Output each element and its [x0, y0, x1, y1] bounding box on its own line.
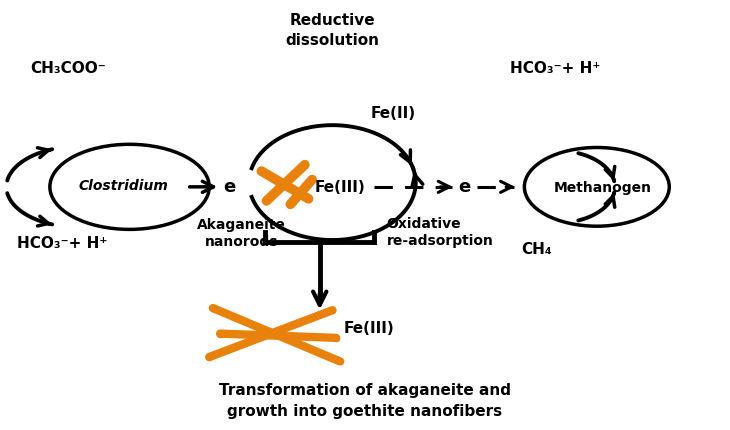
Text: Fe(III): Fe(III): [315, 179, 365, 194]
Text: Clostridium: Clostridium: [79, 178, 169, 192]
Text: Methanogen: Methanogen: [553, 181, 652, 194]
Text: Transformation of akaganeite and
growth into goethite nanofibers: Transformation of akaganeite and growth …: [219, 382, 511, 418]
Text: Oxidative
re-adsorption: Oxidative re-adsorption: [387, 216, 493, 248]
Text: HCO₃⁻+ H⁺: HCO₃⁻+ H⁺: [510, 61, 600, 76]
Text: Reductive
dissolution: Reductive dissolution: [285, 13, 380, 48]
Text: Fe(III): Fe(III): [343, 320, 394, 335]
Text: e: e: [458, 178, 470, 196]
Text: CH₃COO⁻: CH₃COO⁻: [31, 61, 106, 76]
Text: e: e: [223, 178, 236, 196]
Text: Akaganeite
nanorods: Akaganeite nanorods: [197, 217, 286, 249]
Text: HCO₃⁻+ H⁺: HCO₃⁻+ H⁺: [18, 235, 107, 250]
Text: Fe(II): Fe(II): [371, 106, 416, 120]
Text: CH₄: CH₄: [520, 242, 551, 256]
